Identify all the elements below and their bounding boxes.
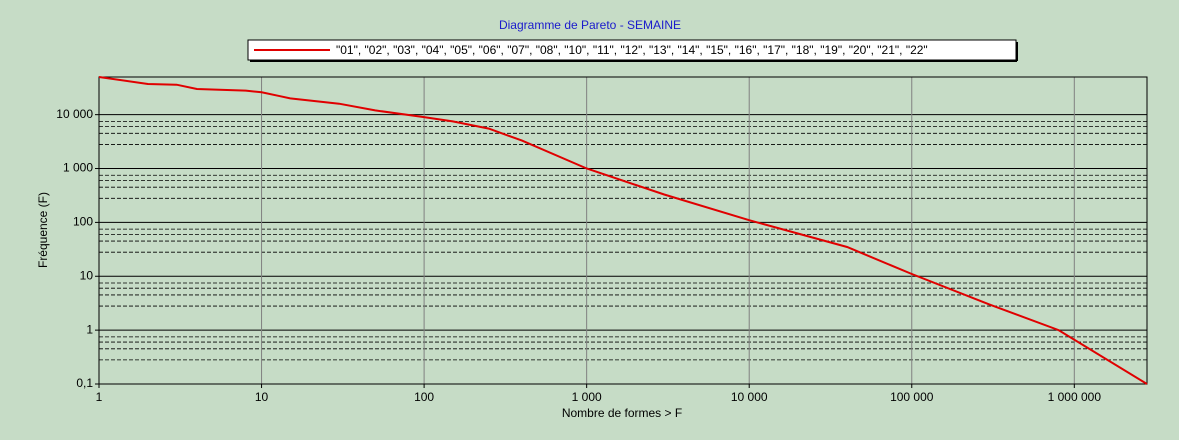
chart-title: Diagramme de Pareto - SEMAINE [499,18,681,32]
x-tick-label: 1 000 [572,390,602,404]
x-tick-label: 10 000 [731,390,768,404]
data-line [98,76,1148,385]
plot-border [98,76,1148,385]
y-axis-label: Fréquence (F) [36,192,50,268]
y-tick-label: 0,1 [76,376,93,390]
x-tick-label: 1 [96,390,103,404]
x-tick-label: 1 000 000 [1048,390,1102,404]
legend-label: "01", "02", "03", "04", "05", "06", "07"… [336,43,928,57]
y-tick-label: 1 [86,322,93,336]
y-tick-label: 10 [80,268,94,282]
x-tick-label: 100 000 [890,390,934,404]
x-tick-label: 10 [255,390,269,404]
y-tick-label: 10 000 [56,107,93,121]
y-tick-label: 100 [73,215,93,229]
x-axis-label: Nombre de formes > F [562,406,682,420]
plot-area [99,77,1147,384]
y-tick-label: 1 000 [63,161,93,175]
x-tick-label: 100 [414,390,434,404]
